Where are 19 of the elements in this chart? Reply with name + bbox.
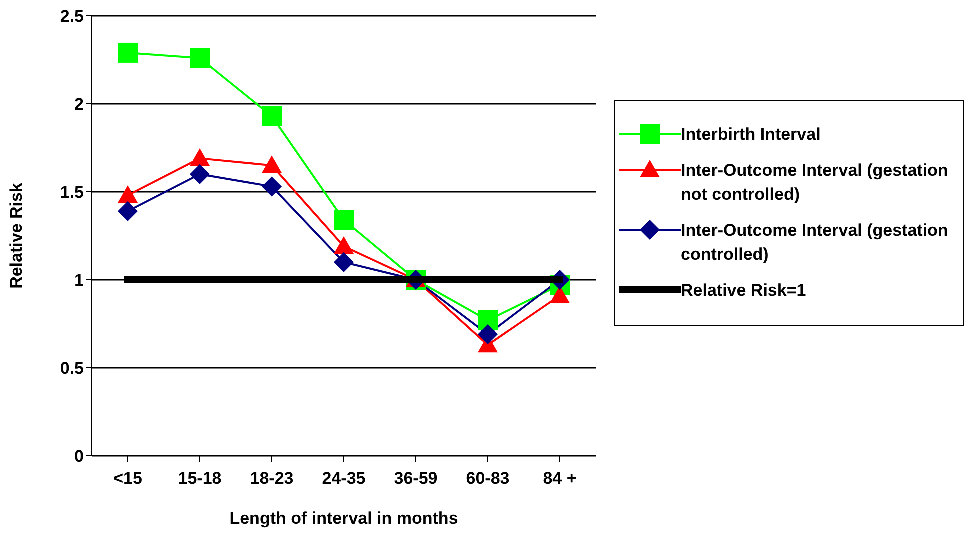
legend-label: Interbirth Interval xyxy=(681,124,821,146)
y-tick-label: 1.5 xyxy=(60,183,84,202)
y-tick-label: 0 xyxy=(74,447,84,466)
legend-label: Inter-Outcome Interval (gestation controlled) xyxy=(681,220,950,266)
x-tick-label: 24-35 xyxy=(322,469,366,488)
x-tick-label: 36-59 xyxy=(394,469,438,488)
y-axis-title: Relative Risk xyxy=(7,182,26,289)
x-tick-label: <15 xyxy=(114,469,142,488)
y-tick-label: 2 xyxy=(74,95,84,114)
y-tick-label: 1 xyxy=(74,271,84,290)
legend-label: Relative Risk=1 xyxy=(681,280,806,302)
x-axis-title: Length of interval in months xyxy=(230,509,458,528)
legend-label: Inter-Outcome Interval (gestation not controlled) xyxy=(681,160,950,206)
y-tick-label: 2.5 xyxy=(60,7,84,26)
x-tick-label: 84 + xyxy=(543,469,577,488)
y-tick-label: 0.5 xyxy=(60,359,84,378)
x-tick-label: 15-18 xyxy=(178,469,222,488)
x-tick-label: 60-83 xyxy=(466,469,510,488)
x-tick-label: 18-23 xyxy=(250,469,294,488)
